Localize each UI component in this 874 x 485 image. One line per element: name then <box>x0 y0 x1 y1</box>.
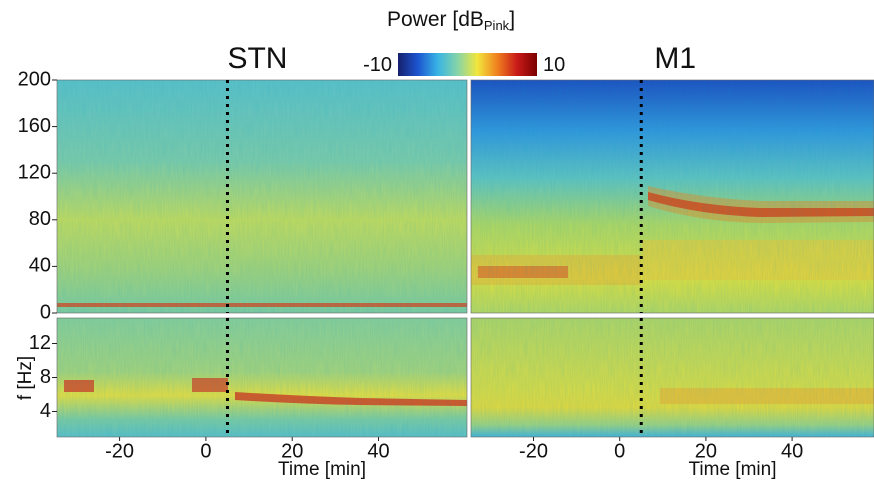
panel-frame <box>56 79 468 314</box>
panel: M1 <box>470 42 874 314</box>
colorbar-tick-label: -10 <box>363 54 392 76</box>
colorbar-tick-label: 10 <box>543 54 565 76</box>
colorbar-label-end: ] <box>509 8 515 31</box>
y-tick-label: 8 <box>40 366 51 388</box>
colorbar-scale <box>398 53 537 76</box>
panel-title: M1 <box>654 42 696 75</box>
x-axis-label: Time [min] <box>689 459 777 480</box>
y-tick-label: 160 <box>18 115 51 137</box>
y-tick-label: 40 <box>29 255 51 277</box>
colorbar: -10 10 <box>363 53 565 76</box>
y-tick-label: 12 <box>29 332 51 354</box>
y-tick-label: 0 <box>40 301 51 323</box>
x-tick-label: -20 <box>519 440 548 462</box>
x-tick-label: 40 <box>367 440 389 462</box>
colorbar-label: Power [dBPink] <box>387 8 515 34</box>
x-tick-label: -20 <box>105 440 134 462</box>
panel: Time [min] 4 8 12 -20 0 20 40 <box>29 317 468 480</box>
panel-frame <box>470 79 874 314</box>
x-tick-label: 0 <box>614 440 625 462</box>
panel-frame <box>470 317 874 438</box>
colorbar-label-main: Power [dB <box>387 8 484 31</box>
x-tick-label: 0 <box>200 440 211 462</box>
y-tick-label: 4 <box>40 400 51 422</box>
panel: STN 0 40 80 120 160 200 <box>18 42 468 323</box>
x-tick-label: 20 <box>695 440 717 462</box>
y-axis-label: f [Hz] <box>15 356 36 400</box>
panel-title: STN <box>227 42 287 75</box>
y-tick-label: 200 <box>18 68 51 90</box>
x-tick-label: 40 <box>781 440 803 462</box>
spectrogram-image <box>57 80 874 437</box>
x-tick-label: 20 <box>281 440 303 462</box>
y-tick-label: 120 <box>18 161 51 183</box>
x-axis-label: Time [min] <box>278 459 366 480</box>
colorbar-label-sub: Pink <box>484 18 510 33</box>
panel: Time [min] -20 0 20 40 <box>470 317 874 480</box>
y-tick-label: 80 <box>29 208 51 230</box>
